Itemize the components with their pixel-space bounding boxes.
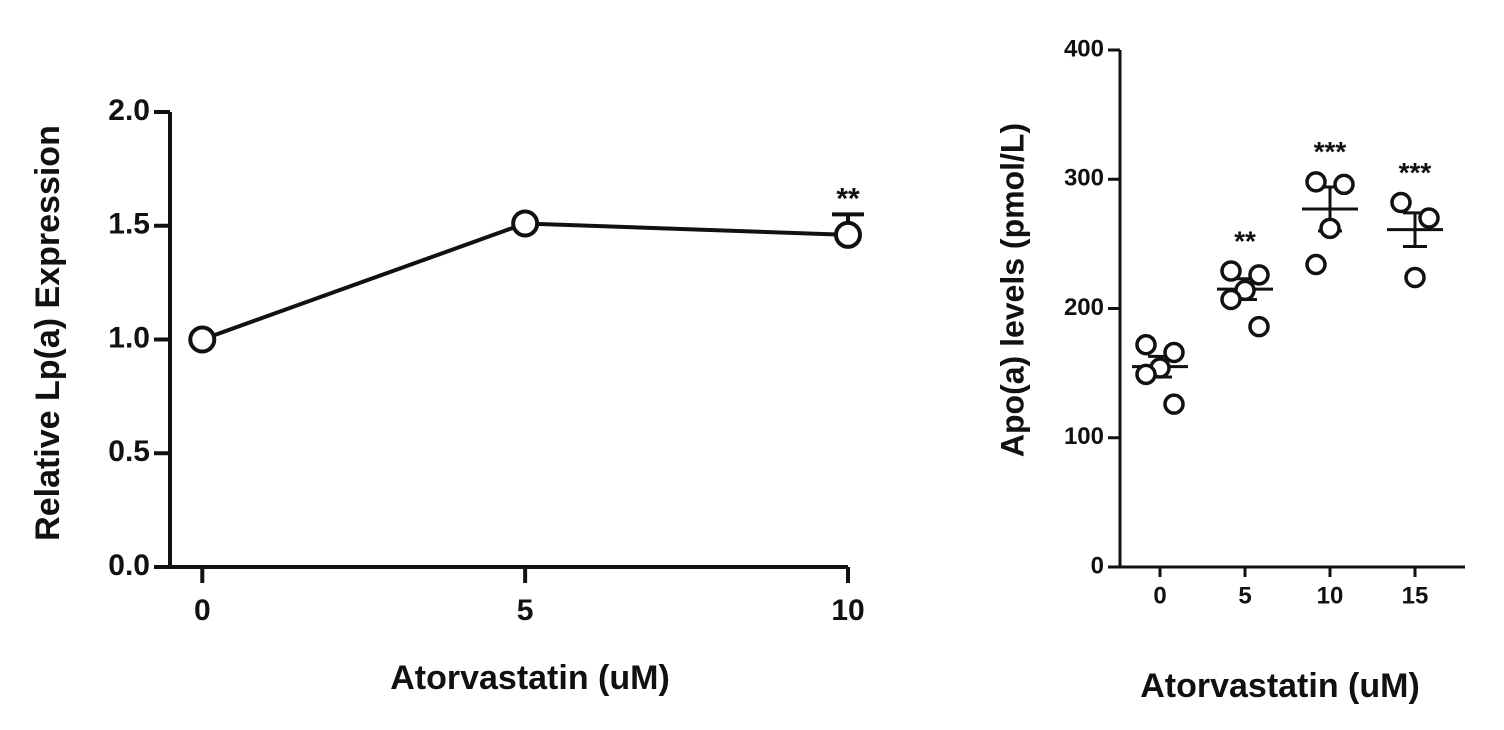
data-point [1248,264,1270,286]
data-point [1163,341,1185,364]
y-tick-label: 300 [1064,165,1104,192]
x-axis-title: Atorvastatin (uM) [1140,667,1420,705]
x-axis-title: Atorvastatin (uM) [390,659,670,697]
data-line [201,221,849,342]
significance-label: *** [1399,157,1432,188]
y-tick-label: 400 [1064,35,1104,62]
data-point [511,209,540,238]
y-tick-label: 0 [1091,552,1104,579]
y-axis-title: Relative Lp(a) Expression [29,125,67,541]
data-point [1248,315,1270,338]
y-tick-label: 100 [1064,423,1104,450]
significance-label: ** [1234,225,1256,256]
y-tick-label: 200 [1064,294,1104,321]
x-tick-label: 10 [1317,582,1344,609]
x-tick-label: 0 [194,594,211,627]
data-point [1135,363,1157,386]
y-tick-label: 0.0 [108,549,150,582]
data-point [1305,253,1327,276]
data-point [1220,288,1242,311]
x-tick-label: 0 [1153,582,1166,609]
data-point [1390,191,1412,214]
significance-label: ** [836,182,860,215]
significance-label: *** [1314,136,1347,167]
x-tick-label: 5 [517,594,534,627]
y-tick-label: 2.0 [108,94,150,127]
data-point [1305,171,1327,193]
y-axis-title: Apo(a) levels (pmol/L) [994,123,1030,457]
data-point [1319,217,1341,240]
x-tick-label: 10 [831,594,864,627]
data-point [188,325,217,354]
data-point [1220,260,1242,282]
x-tick-label: 15 [1402,582,1429,609]
data-point [1135,333,1157,356]
y-tick-label: 1.0 [108,321,150,354]
data-point [1163,393,1185,415]
x-tick-label: 5 [1238,582,1251,609]
data-point [1418,207,1440,229]
y-tick-label: 0.5 [108,435,150,468]
data-point [1333,173,1355,196]
data-point [1404,266,1426,289]
data-point [834,220,862,249]
y-tick-label: 1.5 [108,208,150,241]
